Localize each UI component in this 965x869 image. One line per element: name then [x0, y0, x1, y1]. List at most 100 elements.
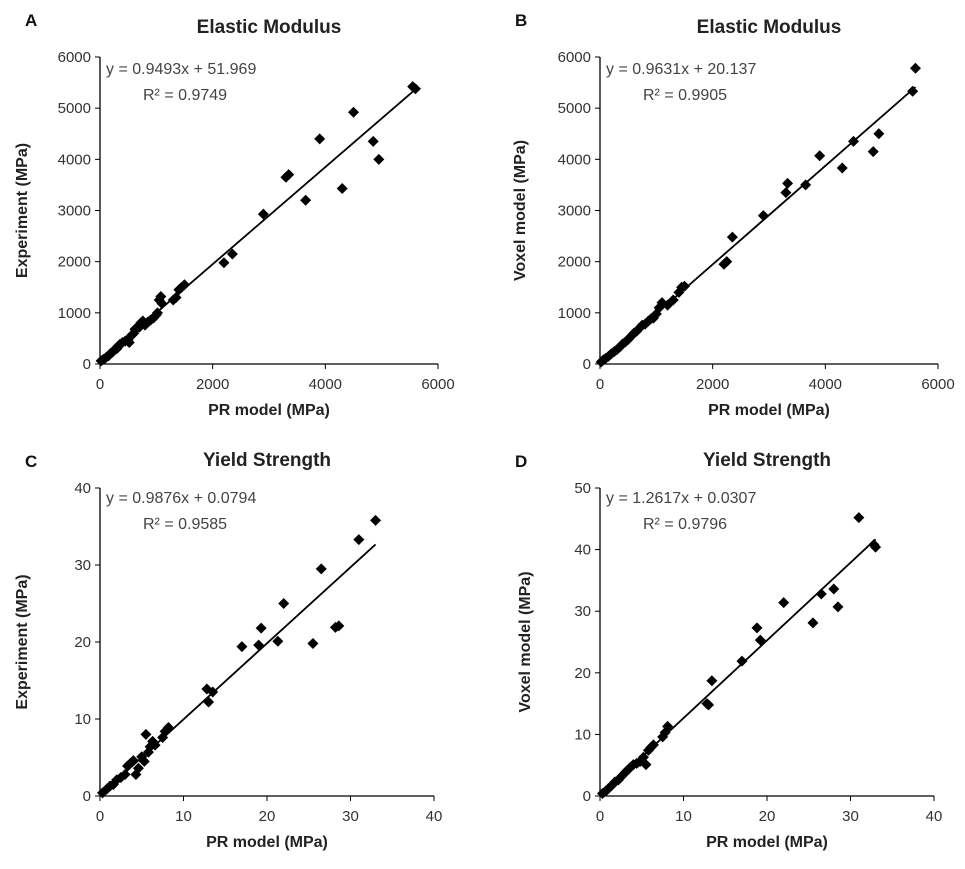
y-tick-label: 3000 [558, 203, 591, 220]
data-point [127, 755, 139, 767]
y-tick-label: 0 [583, 356, 591, 373]
data-point [348, 106, 359, 118]
data-point [155, 290, 167, 302]
data-point [703, 699, 715, 711]
x-tick-label: 20 [759, 808, 776, 825]
data-point [814, 150, 826, 162]
panel-letter: B [515, 11, 527, 30]
data-point [907, 85, 919, 97]
data-point [149, 739, 161, 751]
x-tick-label: 2000 [196, 376, 229, 393]
y-tick-label: 40 [74, 480, 91, 497]
y-tick-label: 40 [574, 542, 591, 559]
x-tick-label: 10 [675, 808, 692, 825]
data-point [257, 208, 269, 220]
trendline-equation: y = 0.9493x + 51.969 [106, 61, 256, 78]
x-tick-label: 30 [842, 808, 859, 825]
y-tick-label: 0 [583, 788, 591, 805]
y-tick-label: 1000 [558, 305, 591, 322]
data-point [409, 83, 421, 95]
panel-letter: C [25, 452, 37, 471]
data-point [836, 162, 848, 174]
y-tick-label: 30 [74, 557, 91, 574]
chart-title: Yield Strength [203, 450, 331, 471]
y-tick-label: 2000 [558, 254, 591, 271]
data-point [207, 686, 219, 698]
r-squared-label: R² = 0.9585 [143, 516, 227, 533]
data-point [736, 655, 748, 667]
r-squared-label: R² = 0.9905 [643, 87, 727, 104]
data-point [807, 617, 819, 629]
y-tick-label: 1000 [58, 305, 91, 322]
data-point [373, 153, 385, 165]
x-axis-label: PR model (MPa) [208, 402, 330, 419]
panel-letter: A [25, 11, 37, 30]
chart-panel-a: A Elastic Modulus 0 2000 4000 6000 0 1000 2000 30… [14, 11, 455, 419]
chart-title: Yield Strength [703, 450, 831, 471]
data-point [640, 759, 652, 771]
data-point [132, 762, 144, 774]
y-tick-label: 20 [574, 665, 591, 682]
data-point [140, 728, 152, 740]
data-point [272, 635, 284, 647]
data-point [873, 128, 885, 140]
x-axis-label: PR model (MPa) [206, 834, 328, 851]
y-tick-label: 6000 [58, 49, 91, 66]
chart-title: Elastic Modulus [697, 17, 842, 38]
data-point [780, 187, 792, 199]
x-tick-label: 6000 [921, 376, 954, 393]
data-point [307, 638, 319, 650]
data-point [314, 133, 326, 145]
data-point [800, 179, 812, 191]
y-tick-label: 50 [574, 480, 591, 497]
chart-panel-c: C Yield Strength 0 10 20 30 40 0 10 20 30 40 PR mode… [14, 450, 442, 851]
data-point [782, 177, 794, 189]
trendline-equation: y = 1.2617x + 0.0307 [606, 490, 756, 507]
data-point [706, 675, 718, 687]
data-point [333, 620, 345, 632]
r-squared-label: R² = 0.9749 [143, 87, 227, 104]
y-axis-label: Voxel model (MPa) [517, 571, 534, 712]
data-point [236, 641, 248, 653]
y-tick-label: 10 [74, 711, 91, 728]
r-squared-label: R² = 0.9796 [643, 516, 727, 533]
data-point [253, 639, 265, 651]
data-point [226, 248, 238, 260]
x-tick-label: 20 [259, 808, 276, 825]
y-axis-label: Voxel model (MPa) [512, 140, 529, 281]
data-point [853, 512, 865, 524]
x-tick-label: 40 [926, 808, 943, 825]
y-tick-label: 4000 [58, 151, 91, 168]
x-tick-label: 6000 [421, 376, 454, 393]
trendline-equation: y = 0.9631x + 20.137 [606, 61, 756, 78]
data-point [151, 307, 163, 319]
x-tick-label: 4000 [809, 376, 842, 393]
data-point [662, 720, 674, 732]
data-point [179, 279, 190, 291]
data-point [867, 146, 879, 158]
data-point [726, 231, 738, 243]
data-point [815, 588, 827, 600]
data-point [162, 721, 174, 733]
y-tick-label: 0 [83, 788, 91, 805]
data-point [870, 541, 882, 553]
y-tick-label: 3000 [58, 203, 91, 220]
x-tick-label: 30 [342, 808, 359, 825]
data-point [848, 135, 859, 147]
x-tick-label: 10 [175, 808, 192, 825]
x-tick-label: 2000 [696, 376, 729, 393]
data-point [138, 755, 150, 767]
data-point [832, 601, 844, 613]
data-point [721, 256, 733, 268]
data-point [754, 634, 766, 646]
x-axis-label: PR model (MPa) [706, 834, 828, 851]
x-tick-label: 0 [96, 376, 104, 393]
y-axis-label: Experiment (MPa) [14, 574, 31, 709]
y-tick-label: 2000 [58, 254, 91, 271]
y-axis-label: Experiment (MPa) [14, 143, 31, 278]
data-point [283, 169, 295, 181]
data-point [315, 563, 327, 575]
data-point [278, 598, 290, 609]
data-point [778, 597, 790, 609]
data-point [370, 514, 382, 526]
